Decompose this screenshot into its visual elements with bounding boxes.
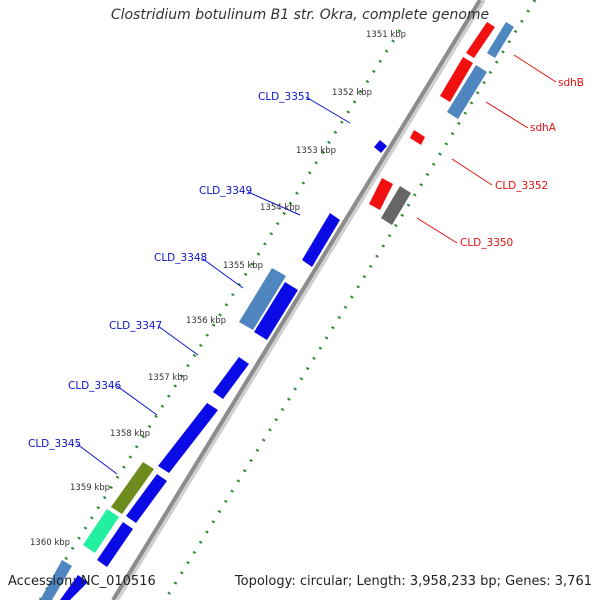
map-title: Clostridium botulinum B1 str. Okra, comp… [110, 7, 490, 23]
gene-label: sdhA [530, 122, 557, 134]
kbp-tick: 1356 kbp [186, 316, 226, 326]
left-gene-labels: CLD_3351 CLD_3349 CLD_3348 CLD_3347 CLD_… [28, 91, 311, 450]
accession-label: Accession: NC_010516 [8, 574, 156, 589]
gene-CLD_3351 [374, 140, 387, 153]
kbp-tick: 1360 kbp [30, 538, 70, 548]
gene-label: CLD_3345 [28, 438, 81, 450]
kbp-tick-labels: 1351 kbp 1352 kbp 1353 kbp 1354 kbp 1355… [30, 30, 406, 548]
gene-label: sdhB [558, 77, 584, 89]
kbp-tick: 1352 kbp [332, 88, 372, 98]
gene-CLD_3345 [111, 462, 167, 523]
gene-sdhA [440, 57, 487, 119]
gene-CLD_3352 [410, 130, 425, 145]
kbp-tick: 1357 kbp [148, 373, 188, 383]
gene-label: CLD_3350 [460, 237, 513, 249]
right-label-connectors [416, 54, 557, 244]
gene-label: CLD_3352 [495, 180, 548, 192]
kbp-tick: 1355 kbp [223, 261, 263, 271]
gene-label: CLD_3346 [68, 380, 122, 392]
gene-CLD_3349 [302, 213, 340, 267]
topology-label: Topology: circular; Length: 3,958,233 bp… [234, 574, 592, 589]
gene-label: CLD_3348 [154, 252, 207, 264]
left-label-connectors [76, 96, 351, 475]
right-gene-labels: sdhB sdhA CLD_3352 CLD_3350 [460, 77, 584, 249]
genome-backbone-shadow [115, 0, 486, 600]
gene-CLD_3350 [369, 178, 411, 225]
gene-blue-lower [97, 522, 133, 567]
kbp-tick: 1353 kbp [296, 146, 336, 156]
gene-steelblue-bottom [40, 560, 72, 600]
gene-CLD_3347 [213, 357, 249, 399]
inner-dotted-track [38, 29, 402, 600]
kbp-tick: 1358 kbp [110, 429, 150, 439]
gene-sdhB [466, 22, 514, 58]
gene-label: CLD_3347 [109, 320, 162, 332]
genome-backbone [111, 0, 482, 600]
kbp-tick: 1354 kbp [260, 203, 300, 213]
gene-label: CLD_3351 [258, 91, 311, 103]
gene-CLD_3348 [239, 268, 298, 340]
gene-CLD_3346 [158, 403, 218, 473]
gene-label: CLD_3349 [199, 185, 252, 197]
gene-blue-bottom [60, 575, 88, 600]
kbp-tick: 1359 kbp [70, 483, 110, 493]
kbp-tick: 1351 kbp [366, 30, 406, 40]
gene-green-unlabeled [83, 509, 119, 553]
